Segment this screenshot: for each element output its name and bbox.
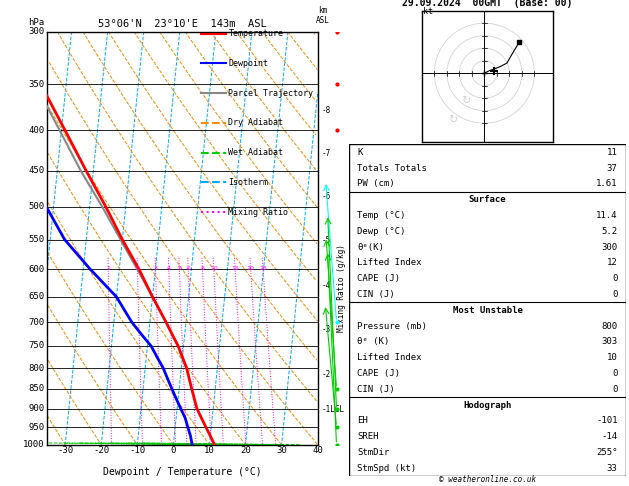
Text: 400: 400 (28, 126, 45, 135)
Text: 0: 0 (170, 447, 176, 455)
Text: -14: -14 (601, 432, 618, 441)
Text: 1.61: 1.61 (596, 179, 618, 189)
Text: 6: 6 (186, 265, 190, 271)
Text: 29.09.2024  00GMT  (Base: 00): 29.09.2024 00GMT (Base: 00) (403, 0, 572, 8)
Text: Totals Totals: Totals Totals (357, 164, 427, 173)
Text: Pressure (mb): Pressure (mb) (357, 322, 427, 330)
Text: 11.4: 11.4 (596, 211, 618, 220)
Text: Temp (°C): Temp (°C) (357, 211, 406, 220)
Text: 40: 40 (312, 447, 323, 455)
Text: CAPE (J): CAPE (J) (357, 369, 401, 378)
Text: 450: 450 (28, 166, 45, 175)
Text: Wet Adiabat: Wet Adiabat (228, 148, 284, 157)
Text: CIN (J): CIN (J) (357, 385, 395, 394)
Text: 350: 350 (28, 80, 45, 89)
Text: Isotherm: Isotherm (228, 178, 269, 187)
Text: -4: -4 (321, 280, 331, 290)
Text: Lifted Index: Lifted Index (357, 353, 422, 362)
Text: 750: 750 (28, 342, 45, 350)
Text: 303: 303 (601, 337, 618, 347)
Text: EH: EH (357, 417, 368, 425)
Text: Mixing Ratio: Mixing Ratio (228, 208, 288, 217)
Text: -20: -20 (93, 447, 109, 455)
Text: 800: 800 (28, 364, 45, 373)
Text: 0: 0 (612, 385, 618, 394)
Text: Mixing Ratio (g/kg): Mixing Ratio (g/kg) (338, 244, 347, 331)
Text: © weatheronline.co.uk: © weatheronline.co.uk (439, 474, 536, 484)
Text: -3: -3 (321, 325, 331, 334)
Text: 300: 300 (601, 243, 618, 252)
Title: 53°06'N  23°10'E  143m  ASL: 53°06'N 23°10'E 143m ASL (98, 19, 267, 30)
Text: -2: -2 (321, 369, 331, 379)
Text: 800: 800 (601, 322, 618, 330)
Text: 255°: 255° (596, 448, 618, 457)
Text: 25: 25 (259, 265, 267, 271)
Text: 10: 10 (210, 265, 218, 271)
Text: Dewp (°C): Dewp (°C) (357, 227, 406, 236)
Text: StmDir: StmDir (357, 448, 389, 457)
Text: 30: 30 (276, 447, 287, 455)
Text: 10: 10 (204, 447, 215, 455)
Text: Dewpoint / Temperature (°C): Dewpoint / Temperature (°C) (103, 468, 262, 477)
Text: km
ASL: km ASL (316, 6, 330, 25)
Text: 5.2: 5.2 (601, 227, 618, 236)
Text: 0: 0 (612, 290, 618, 299)
Text: Parcel Trajectory: Parcel Trajectory (228, 88, 313, 98)
Text: 0: 0 (612, 369, 618, 378)
Text: Hodograph: Hodograph (464, 400, 511, 410)
Text: -30: -30 (57, 447, 73, 455)
Text: ↻: ↻ (461, 96, 470, 106)
Text: 3: 3 (153, 265, 157, 271)
Text: 20: 20 (247, 265, 255, 271)
Text: 10: 10 (607, 353, 618, 362)
Text: 550: 550 (28, 235, 45, 244)
Text: -10: -10 (130, 447, 145, 455)
Text: -5: -5 (321, 236, 331, 244)
Text: -1LCL: -1LCL (321, 405, 345, 414)
Text: Surface: Surface (469, 195, 506, 204)
Text: Dry Adiabat: Dry Adiabat (228, 119, 284, 127)
Text: StmSpd (kt): StmSpd (kt) (357, 464, 416, 473)
Text: 15: 15 (231, 265, 239, 271)
Text: 2: 2 (135, 265, 140, 271)
Text: 700: 700 (28, 318, 45, 327)
Text: ↻: ↻ (448, 115, 458, 125)
Text: 0: 0 (612, 274, 618, 283)
Text: CAPE (J): CAPE (J) (357, 274, 401, 283)
Text: 5: 5 (177, 265, 181, 271)
Text: 37: 37 (607, 164, 618, 173)
Text: K: K (357, 148, 363, 157)
Text: -7: -7 (321, 149, 331, 158)
Text: SREH: SREH (357, 432, 379, 441)
Text: 1: 1 (106, 265, 110, 271)
Text: 600: 600 (28, 265, 45, 274)
Text: 300: 300 (28, 27, 45, 36)
Text: Dewpoint: Dewpoint (228, 59, 269, 68)
Text: Lifted Index: Lifted Index (357, 259, 422, 267)
Text: Temperature: Temperature (228, 29, 284, 38)
Text: Most Unstable: Most Unstable (452, 306, 523, 315)
Text: 20: 20 (240, 447, 251, 455)
Text: 33: 33 (607, 464, 618, 473)
Text: 650: 650 (28, 293, 45, 301)
Text: -8: -8 (321, 106, 331, 115)
Text: 500: 500 (28, 202, 45, 211)
Text: -6: -6 (321, 192, 331, 201)
Text: θᵉ(K): θᵉ(K) (357, 243, 384, 252)
Text: hPa: hPa (28, 18, 45, 27)
Text: 900: 900 (28, 404, 45, 413)
Text: 850: 850 (28, 384, 45, 394)
Text: -101: -101 (596, 417, 618, 425)
Text: 8: 8 (201, 265, 204, 271)
Text: CIN (J): CIN (J) (357, 290, 395, 299)
Text: 12: 12 (607, 259, 618, 267)
Text: 950: 950 (28, 423, 45, 432)
Text: 11: 11 (607, 148, 618, 157)
Text: kt: kt (423, 7, 433, 17)
Text: PW (cm): PW (cm) (357, 179, 395, 189)
Text: θᵉ (K): θᵉ (K) (357, 337, 389, 347)
Text: 4: 4 (167, 265, 171, 271)
Text: 1000: 1000 (23, 440, 45, 449)
